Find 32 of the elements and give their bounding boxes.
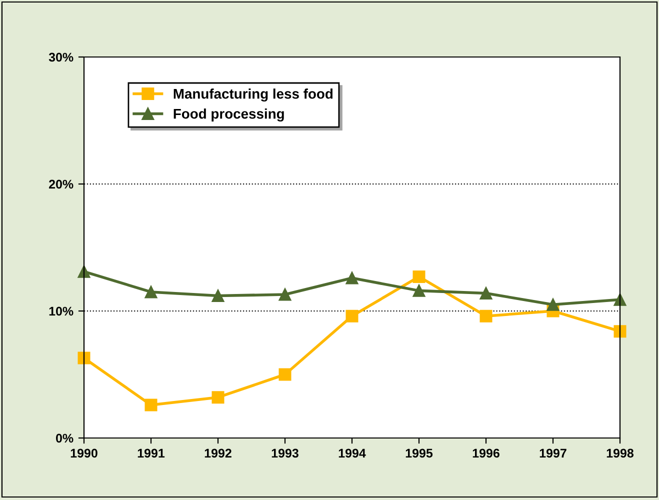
- point: [480, 286, 492, 300]
- point: [78, 352, 90, 364]
- point: [144, 286, 158, 298]
- point: [278, 288, 292, 301]
- x-tick-label: 1996: [472, 448, 500, 458]
- x-tick-label: 1994: [338, 448, 366, 458]
- y-tick-label: 10%: [49, 306, 74, 316]
- point: [346, 272, 358, 284]
- y-tick-label: 30%: [48, 52, 74, 62]
- point: [614, 325, 626, 338]
- point: [212, 391, 224, 404]
- x-tick-label: 1993: [272, 448, 298, 458]
- x-tick-label: 1991: [138, 448, 165, 458]
- x-tick-label: 1997: [540, 448, 566, 458]
- point: [346, 310, 358, 322]
- x-tick-label: 1995: [406, 448, 433, 458]
- x-tick-label: 1990: [70, 448, 98, 458]
- point: [412, 270, 426, 283]
- y-tick-label: 0%: [56, 434, 74, 443]
- point: [480, 310, 492, 322]
- legend-label: Manufacturing less food: [174, 88, 332, 102]
- point: [144, 398, 158, 412]
- point: [614, 293, 626, 306]
- point: [278, 368, 292, 381]
- point: [78, 265, 90, 278]
- x-tick-label: 1998: [606, 448, 634, 458]
- legend-label: Food processing: [174, 108, 284, 122]
- point: [546, 298, 560, 311]
- point: [412, 284, 426, 297]
- x-tick-label: 1992: [204, 448, 232, 458]
- y-tick-label: 20%: [49, 180, 74, 189]
- point: [212, 290, 224, 302]
